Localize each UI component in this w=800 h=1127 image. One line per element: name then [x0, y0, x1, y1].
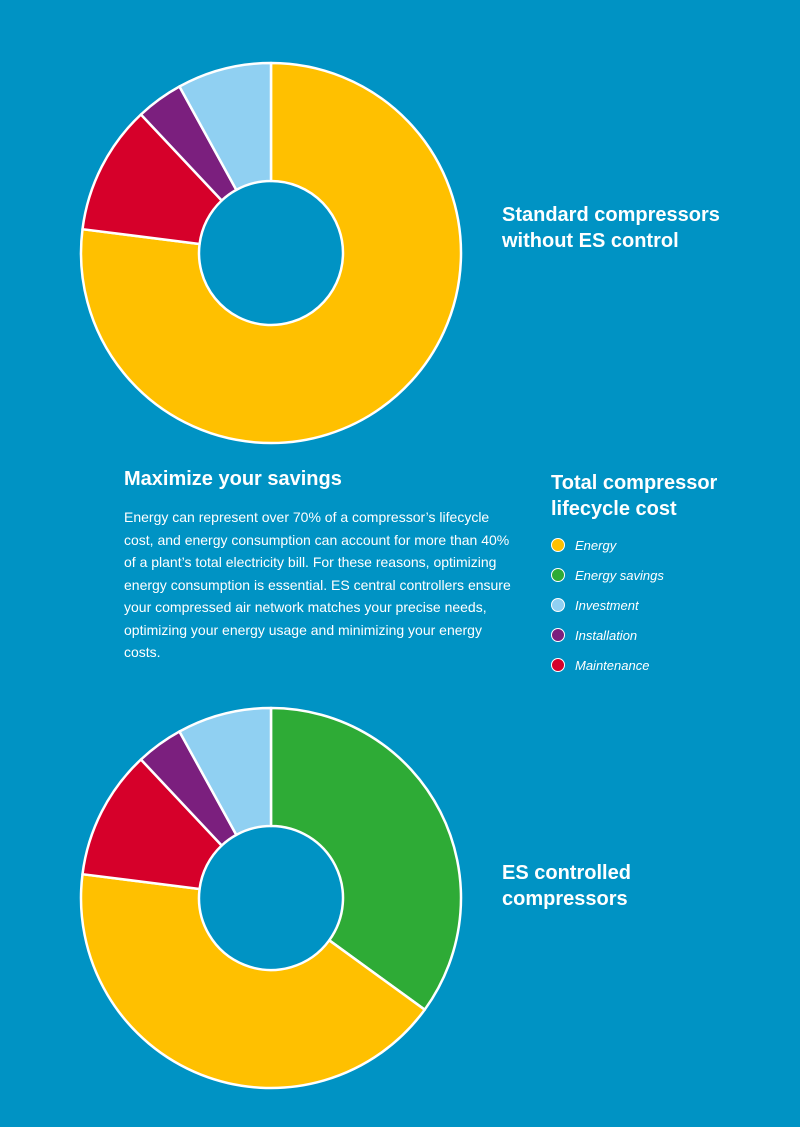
legend-swatch [551, 628, 565, 642]
legend-label: Installation [575, 627, 638, 643]
section-heading: Maximize your savings [124, 468, 342, 490]
legend-swatch [551, 568, 565, 582]
savings-section: Maximize your savings Energy can represe… [124, 466, 514, 664]
slice-investment [178, 61, 273, 192]
legend-swatch [551, 658, 565, 672]
legend-label: Maintenance [575, 657, 650, 673]
legend-list: Energy Energy savings Investment Installati… [551, 530, 781, 680]
legend-swatch [551, 598, 565, 612]
legend-swatch [551, 538, 565, 552]
legend-label: Energy [575, 537, 617, 553]
donut-chart-es-controlled [79, 706, 463, 1090]
slice-energy-savings [269, 706, 463, 1011]
legend: Total compressor lifecycle cost Energy En… [551, 470, 781, 680]
legend-item: Investment [551, 590, 781, 620]
legend-item: Energy savings [551, 560, 781, 590]
legend-label: Investment [575, 597, 639, 613]
legend-title: Total compressor lifecycle cost [551, 472, 718, 520]
slice-energy [79, 61, 463, 445]
legend-label: Energy savings [575, 567, 664, 583]
legend-item: Energy [551, 530, 781, 560]
legend-item: Maintenance [551, 650, 781, 680]
donut-chart-standard [79, 61, 463, 445]
chart-title-es-controlled: ES controlled compressors [502, 862, 631, 910]
slice-investment [178, 706, 273, 837]
section-body: Energy can represent over 70% of a compr… [124, 509, 511, 660]
legend-item: Installation [551, 620, 781, 650]
slice-energy [79, 872, 426, 1090]
chart-title-standard: Standard compressors without ES control [502, 204, 720, 252]
